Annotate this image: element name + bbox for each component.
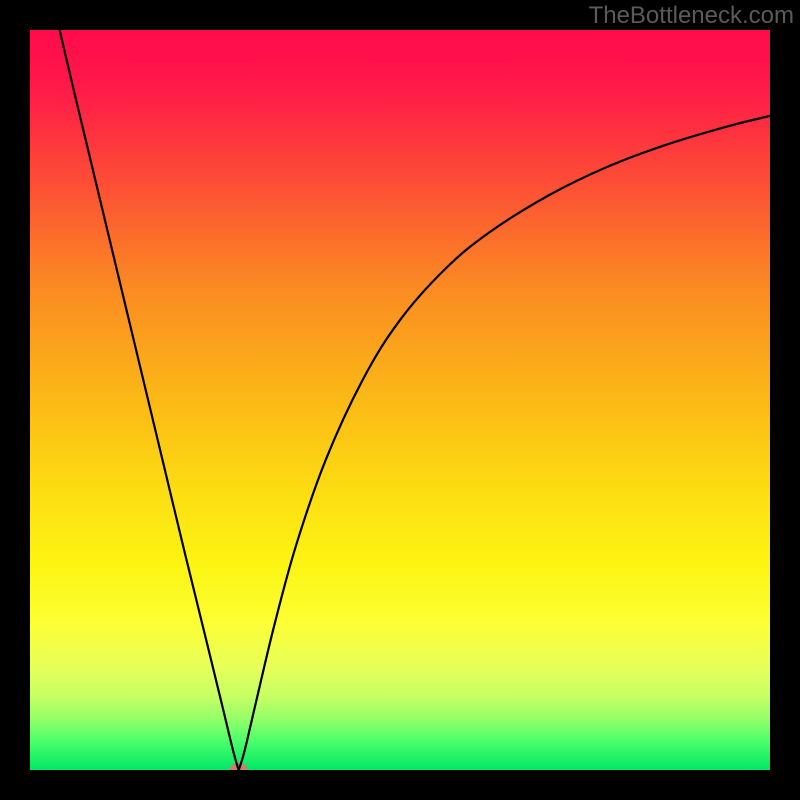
watermark-text: TheBottleneck.com xyxy=(589,2,794,30)
curve-left-branch xyxy=(60,30,239,770)
plot-area xyxy=(30,30,770,770)
chart-container: TheBottleneck.com xyxy=(0,0,800,800)
curve-layer xyxy=(30,30,770,770)
curve-right-branch xyxy=(239,116,770,770)
